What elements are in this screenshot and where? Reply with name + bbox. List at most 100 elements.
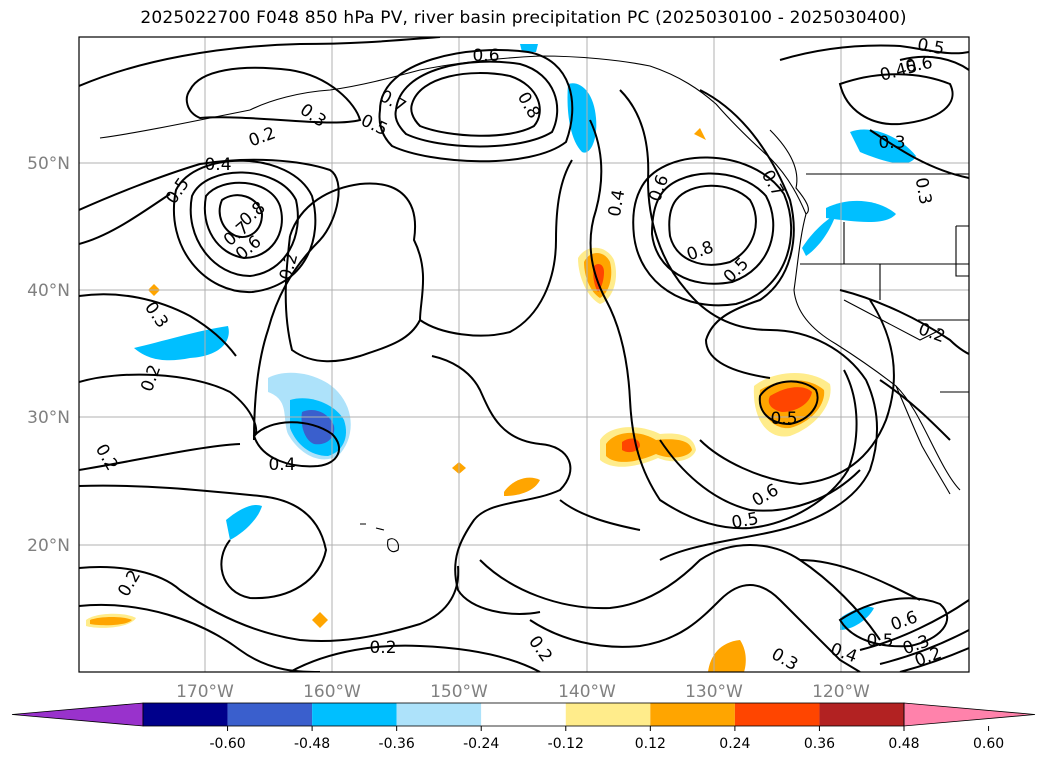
contour-label: 0.4 xyxy=(204,155,231,175)
contour-label: 0.6 xyxy=(749,480,782,511)
lat-label: 40°N xyxy=(27,281,70,301)
colorbar-outline xyxy=(142,702,905,727)
state-border-4 xyxy=(843,299,941,341)
colorbar-tick-label: 0.12 xyxy=(635,736,666,752)
contour-high-east-07 xyxy=(650,172,775,285)
colorbar-segment xyxy=(396,703,482,726)
contour-east-ca-03 xyxy=(879,379,951,441)
hawaii xyxy=(360,523,399,553)
shade-neg-west xyxy=(134,326,229,361)
colorbar-tick-label: -0.60 xyxy=(209,736,245,752)
aleutian-chain xyxy=(99,109,251,139)
contour-west-3 xyxy=(189,171,299,278)
colorbar-segment xyxy=(227,703,313,726)
contour-label: 0.8 xyxy=(684,237,716,265)
contour-east-05 xyxy=(699,89,795,379)
lat-label: 20°N xyxy=(27,536,70,556)
contour-05-mid xyxy=(619,89,878,561)
contour-se-band-2 xyxy=(879,629,969,665)
shade-neg-oregon xyxy=(802,214,836,256)
contour-south-02 xyxy=(79,565,460,643)
lon-label: 170°W xyxy=(176,682,234,702)
contour-04-mid xyxy=(589,119,858,530)
pv-contours xyxy=(79,37,969,672)
contour-south-bottom-2 xyxy=(479,544,881,641)
contour-label: 0.5 xyxy=(916,35,946,59)
colorbar-segment xyxy=(565,703,651,726)
contour-ne-1 xyxy=(779,44,969,61)
shade-pos-sw-core xyxy=(90,617,132,626)
graticule xyxy=(79,37,969,672)
contour-label: 0.2 xyxy=(276,251,302,282)
contour-west-7 xyxy=(79,293,237,357)
map-title: 2025022700 F048 850 hPa PV, river basin … xyxy=(140,8,907,28)
contour-label: 0.2 xyxy=(916,319,948,347)
shade-neg-south xyxy=(226,504,262,540)
contour-west-6 xyxy=(79,193,171,245)
shade-pos-hawaii-north xyxy=(504,477,540,496)
contour-west-1 xyxy=(218,194,264,238)
contour-label: 0.3 xyxy=(140,298,172,332)
shade-neg-se xyxy=(840,606,874,630)
lon-label: 120°W xyxy=(812,682,870,702)
shade-pos-40n-max xyxy=(593,264,604,292)
colorbar-tick-label: -0.36 xyxy=(379,736,415,752)
contour-label: 0.5 xyxy=(358,111,391,141)
state-border-6 xyxy=(955,225,969,277)
contour-east-ca-02 xyxy=(839,289,969,355)
shade-neg-bc xyxy=(850,129,916,164)
contour-high-east-08 xyxy=(668,184,757,266)
precip-shading xyxy=(86,44,916,672)
shade-neg-gulf-alaska xyxy=(567,83,597,153)
contour-sw-band xyxy=(79,443,241,471)
lat-label: 30°N xyxy=(27,408,70,428)
lon-label: 150°W xyxy=(430,682,488,702)
contour-offshore-05 xyxy=(758,380,819,426)
contour-north-band-2 xyxy=(185,66,362,124)
colorbar-segment xyxy=(143,703,228,726)
lon-label: 130°W xyxy=(685,682,743,702)
contour-label: 0.5 xyxy=(162,174,194,208)
coastlines xyxy=(99,55,969,553)
colorbar-extend-min xyxy=(11,702,144,727)
colorbar-segment xyxy=(734,703,820,726)
contour-se-band-3 xyxy=(899,647,969,672)
contour-ne-3 xyxy=(899,55,969,71)
colorbar-segment xyxy=(312,703,397,726)
contour-east-loop xyxy=(559,499,641,531)
shade-pos-small1 xyxy=(312,612,328,628)
contour-label: 0.2 xyxy=(369,638,396,658)
colorbar-tick-label: -0.24 xyxy=(463,736,499,752)
contour-central-winding xyxy=(431,355,572,615)
contour-label: 0.3 xyxy=(768,644,801,675)
contour-04-outer xyxy=(79,373,258,437)
shade-pos-small4 xyxy=(694,128,706,140)
contour-central-02b xyxy=(284,235,421,363)
contour-se-05 xyxy=(838,597,949,648)
colorbar-segment xyxy=(650,703,735,726)
contour-label: 0.2 xyxy=(137,362,165,394)
contour-sw-band-2 xyxy=(79,484,328,600)
colorbar-tick-label: 0.24 xyxy=(719,736,750,752)
colorbar-tick-label: -0.12 xyxy=(548,736,584,752)
lat-label: 50°N xyxy=(27,154,70,174)
shade-pos-offshore-max xyxy=(768,387,812,412)
contour-label: 0.4 xyxy=(268,455,295,475)
longitude-labels: 170°W 160°W 150°W 140°W 130°W 120°W xyxy=(176,682,870,702)
contour-se-band-4 xyxy=(799,559,921,601)
contour-label: 0.5 xyxy=(770,409,797,429)
colorbar-segment xyxy=(481,703,566,726)
contour-label: 0.2 xyxy=(91,441,122,474)
contour-label: 0.2 xyxy=(524,632,556,666)
contour-se-band-1 xyxy=(859,599,969,651)
contour-north-band xyxy=(79,37,441,87)
contour-label: 0.6 xyxy=(904,53,934,77)
colorbar-segment xyxy=(819,703,904,726)
colorbar-tick-label: -0.48 xyxy=(294,736,330,752)
contour-south-bottom xyxy=(529,584,861,672)
baja-coast xyxy=(895,385,951,495)
contour-label: 0.4 xyxy=(605,188,629,218)
contour-high-north-3 xyxy=(378,49,574,163)
contour-east-05b xyxy=(659,439,861,512)
